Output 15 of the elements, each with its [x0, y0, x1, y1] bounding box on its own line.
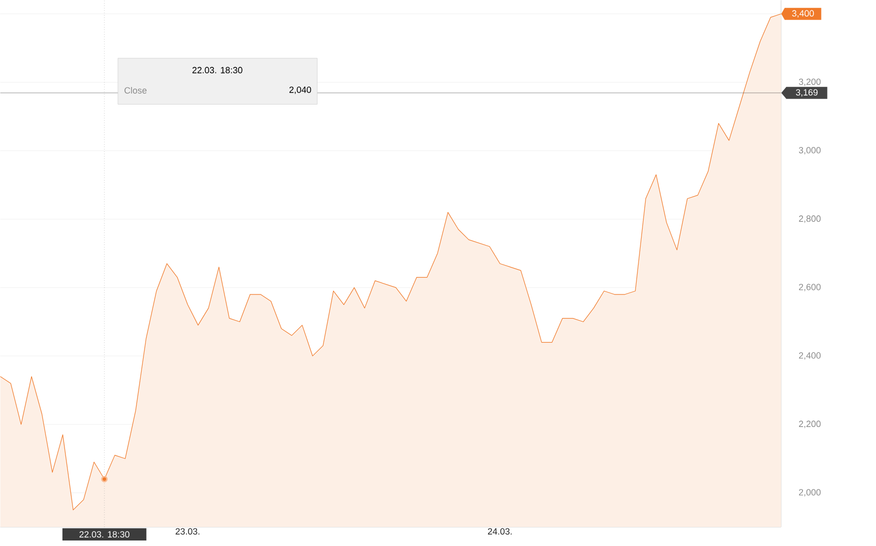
annotation: 22.03. 18:30 [192, 66, 242, 74]
y-tick-label: 2,600 [799, 284, 821, 292]
y-tick-label: 2,200 [799, 420, 821, 428]
y-tick-label: 3,000 [798, 147, 821, 154]
annotation: 2,040 [289, 86, 312, 94]
y-tick-label: 2,400 [799, 352, 821, 360]
x-tick-label: 24.03. [488, 528, 512, 535]
annotation: Close [124, 86, 147, 94]
y-tick-label: 3,200 [798, 78, 821, 86]
x-tick-label: 22.03. 18:30 [80, 531, 130, 538]
y-tick-label: 2,800 [799, 215, 821, 223]
data-label: 3,400 [792, 10, 814, 18]
y-tick-label: 2,000 [799, 489, 821, 497]
ref-line-label: 3,169 [796, 89, 818, 97]
x-tick-label: 23.03. [176, 528, 200, 535]
